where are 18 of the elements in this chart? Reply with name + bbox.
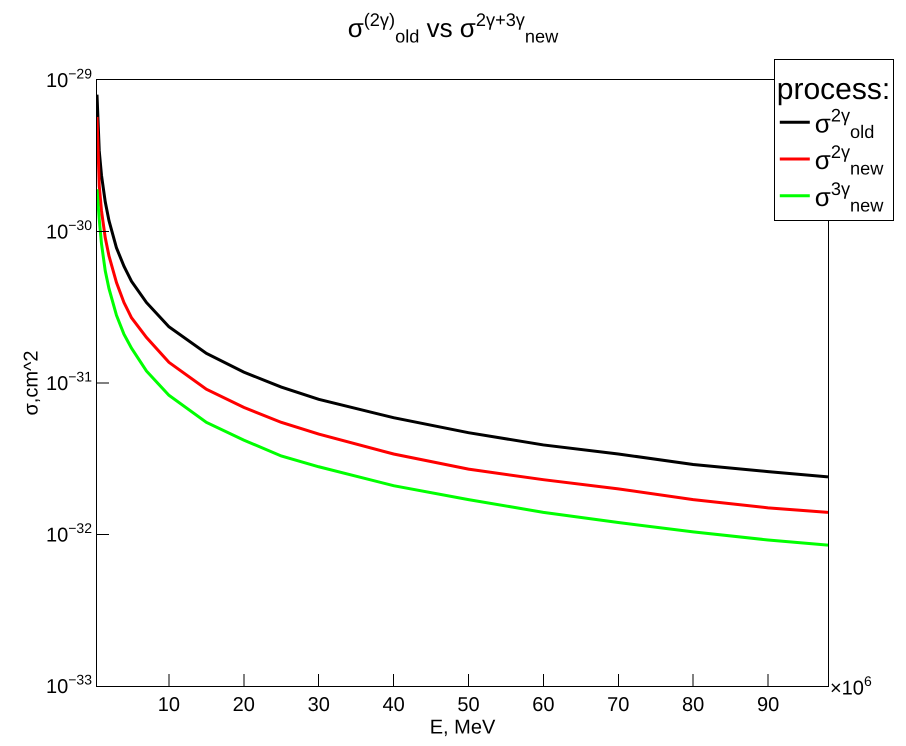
x-tick-label: 90 [756, 694, 780, 716]
x-axis-title: E, MeV [430, 716, 496, 738]
y-tick-label: 10$^{−31}$ [46, 368, 92, 395]
x-tick-label: 10 [158, 694, 180, 716]
y-tick-label: 10$^{−32}$ [46, 520, 92, 546]
y-tick-label: 10$^{−29}$ [46, 66, 92, 92]
text: ×10$^{6}$ [830, 673, 872, 700]
x-tick-label: 80 [682, 694, 704, 716]
legend-title: process: [776, 72, 890, 106]
x-tick-label: 50 [457, 694, 480, 716]
y-axis-title: σ,cm^2 [20, 350, 42, 416]
x-tick-label: 70 [607, 694, 630, 716]
x-tick-label: 20 [232, 694, 255, 716]
x-tick-label: 30 [308, 694, 330, 716]
x-tick-label: 60 [532, 694, 555, 716]
y-tick-label: 10$^{−33}$ [46, 672, 92, 698]
y-tick-label: 10$^{−30}$ [46, 217, 92, 244]
x-tick-label: 40 [382, 694, 405, 716]
